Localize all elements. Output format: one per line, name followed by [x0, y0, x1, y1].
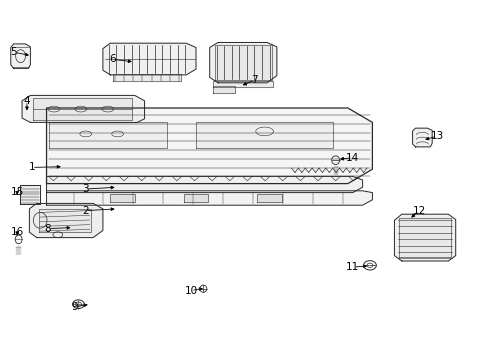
Text: 6: 6: [109, 54, 116, 64]
Polygon shape: [39, 209, 91, 232]
Polygon shape: [47, 176, 363, 193]
Polygon shape: [103, 43, 196, 75]
Polygon shape: [210, 42, 277, 83]
Text: 4: 4: [24, 96, 30, 106]
Polygon shape: [47, 108, 372, 184]
Text: 3: 3: [82, 184, 89, 194]
Text: 7: 7: [251, 75, 258, 85]
Polygon shape: [257, 194, 282, 202]
Polygon shape: [29, 203, 103, 238]
Polygon shape: [399, 218, 451, 257]
Text: 11: 11: [346, 262, 360, 272]
Text: 1: 1: [28, 162, 35, 172]
Polygon shape: [184, 194, 208, 202]
Text: 8: 8: [45, 224, 51, 234]
Text: 15: 15: [10, 186, 24, 197]
Polygon shape: [22, 95, 145, 122]
Text: 9: 9: [72, 302, 78, 312]
Polygon shape: [413, 128, 432, 147]
Text: 13: 13: [430, 131, 444, 141]
Polygon shape: [113, 74, 181, 81]
Polygon shape: [215, 45, 272, 80]
Polygon shape: [213, 86, 235, 93]
Text: 14: 14: [346, 153, 360, 163]
Polygon shape: [47, 191, 372, 205]
Polygon shape: [196, 122, 333, 148]
Text: 12: 12: [412, 206, 426, 216]
Polygon shape: [20, 185, 40, 204]
Polygon shape: [33, 98, 132, 120]
Polygon shape: [213, 81, 273, 87]
Text: 16: 16: [10, 227, 24, 237]
Polygon shape: [394, 214, 456, 261]
Polygon shape: [110, 194, 135, 202]
Polygon shape: [49, 122, 167, 148]
Text: 2: 2: [82, 206, 89, 216]
Polygon shape: [11, 44, 30, 68]
Text: 5: 5: [10, 47, 17, 57]
Text: 10: 10: [185, 285, 197, 296]
